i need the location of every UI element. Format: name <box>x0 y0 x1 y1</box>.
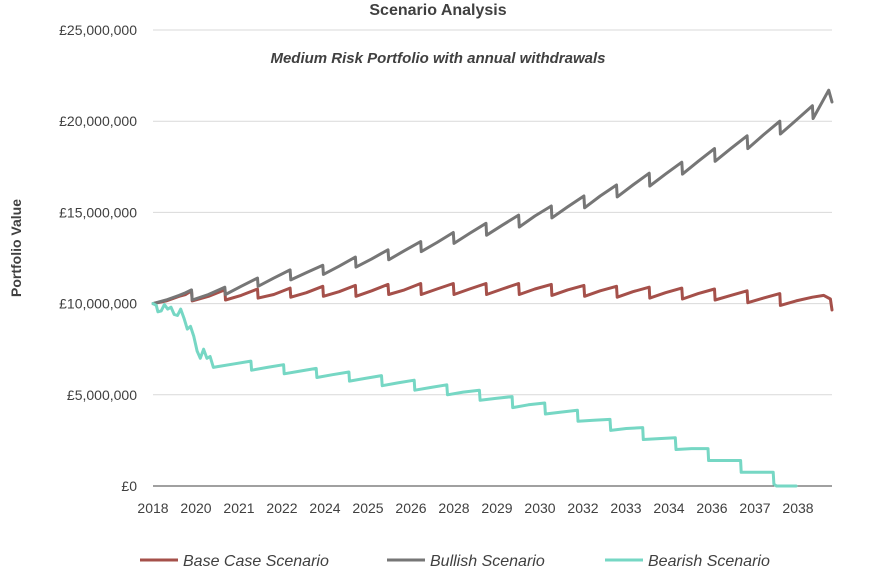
x-tick-label: 2028 <box>438 500 469 516</box>
y-tick-label: £0 <box>121 478 137 494</box>
legend-label-base-case: Base Case Scenario <box>183 553 329 570</box>
y-tick-label: £5,000,000 <box>67 387 137 403</box>
x-tick-label: 2032 <box>567 500 598 516</box>
x-tick-label: 2021 <box>223 500 254 516</box>
y-tick-label: £25,000,000 <box>59 22 137 38</box>
x-tick-label: 2025 <box>352 500 383 516</box>
x-tick-label: 2022 <box>266 500 297 516</box>
x-tick-label: 2033 <box>610 500 641 516</box>
x-tick-label: 2018 <box>137 500 168 516</box>
legend-label-bearish: Bearish Scenario <box>648 553 770 570</box>
y-tick-label: £20,000,000 <box>59 113 137 129</box>
gridlines <box>153 29 832 396</box>
x-tick-label: 2024 <box>309 500 340 516</box>
x-tick-label: 2026 <box>395 500 426 516</box>
legend-item-bearish: Bearish Scenario <box>605 553 770 570</box>
x-tick-label: 2030 <box>524 500 555 516</box>
y-tick-label: £15,000,000 <box>59 204 137 220</box>
chart-title: Scenario Analysis <box>369 2 506 19</box>
legend-label-bullish: Bullish Scenario <box>430 553 545 570</box>
y-tick-label: £10,000,000 <box>59 296 137 312</box>
legend-item-base-case: Base Case Scenario <box>140 553 329 570</box>
legend: Base Case Scenario Bullish Scenario Bear… <box>140 553 770 570</box>
x-tick-labels: 2018 2020 2021 2022 2024 2025 2026 2028 2029 2030… <box>137 500 813 516</box>
x-tick-label: 2029 <box>481 500 512 516</box>
series-line-bullish <box>151 88 834 306</box>
x-tick-label: 2020 <box>180 500 211 516</box>
x-tick-label: 2037 <box>739 500 770 516</box>
x-tick-label: 2038 <box>782 500 813 516</box>
series-layer <box>151 88 834 488</box>
series-line-base-case <box>151 282 834 312</box>
y-tick-labels: £0 £5,000,000 £10,000,000 £15,000,000 £20,00… <box>59 22 137 494</box>
x-tick-label: 2034 <box>653 500 684 516</box>
chart-subtitle: Medium Risk Portfolio with annual withdr… <box>270 50 605 67</box>
x-tick-label: 2036 <box>696 500 727 516</box>
y-axis-label: Portfolio Value <box>8 199 24 297</box>
series-line-bearish <box>151 302 798 488</box>
legend-item-bullish: Bullish Scenario <box>387 553 545 570</box>
